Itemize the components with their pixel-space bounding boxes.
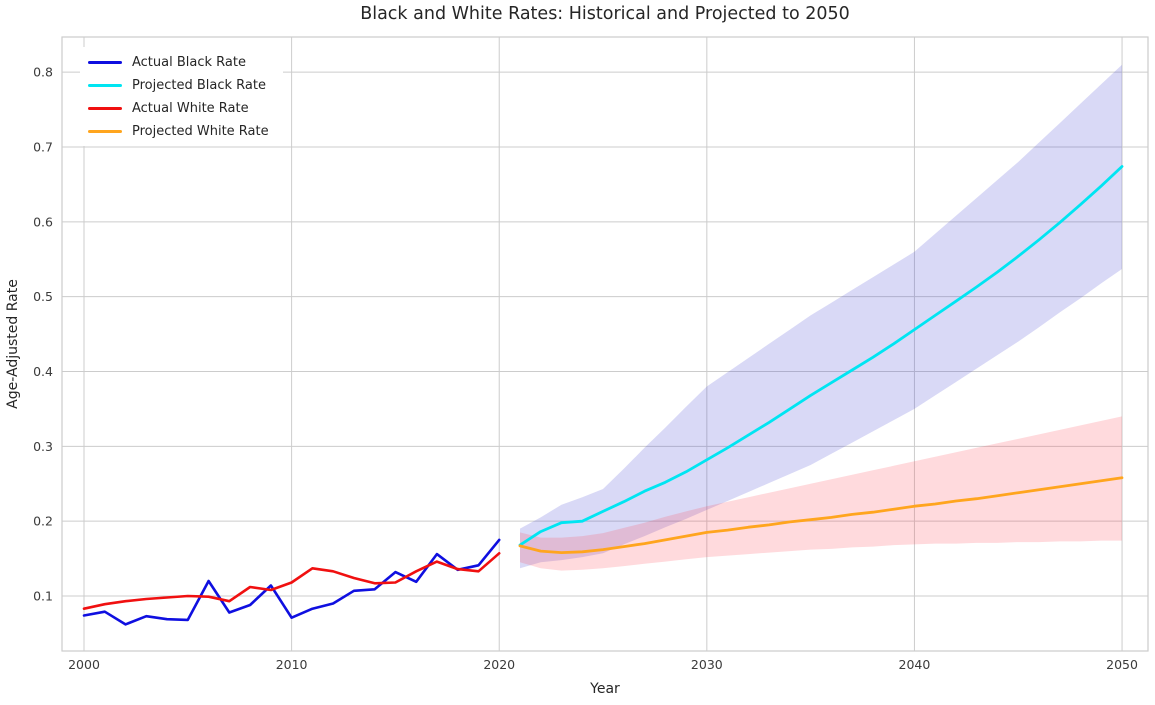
y-tick-label: 0.8 xyxy=(33,65,53,80)
legend-item-actual-white-rate: Actual White Rate xyxy=(88,100,269,116)
actual-black-rate-line xyxy=(82,538,501,626)
y-tick-label: 0.2 xyxy=(33,514,53,529)
x-tick-label: 2000 xyxy=(68,657,100,672)
y-tick-label: 0.5 xyxy=(33,289,53,304)
projected-black-rate-line xyxy=(518,165,1124,547)
y-tick-label: 0.7 xyxy=(33,140,53,155)
legend-label: Projected Black Rate xyxy=(132,77,266,93)
legend-line-swatch xyxy=(88,60,122,64)
y-tick-label: 0.1 xyxy=(33,588,53,603)
x-tick-label: 2040 xyxy=(899,657,931,672)
y-tick-label: 0.3 xyxy=(33,439,53,454)
legend-label: Actual White Rate xyxy=(132,100,249,116)
projected-black-confidence-interval-band xyxy=(520,64,1122,569)
x-tick-label: 2010 xyxy=(276,657,308,672)
actual-white-rate-line xyxy=(82,551,501,611)
legend-label: Projected White Rate xyxy=(132,123,269,139)
y-axis-label: Age-Adjusted Rate xyxy=(5,279,21,409)
x-tick-label: 2030 xyxy=(691,657,723,672)
chart-title: Black and White Rates: Historical and Pr… xyxy=(360,4,850,24)
y-tick-label: 0.4 xyxy=(33,364,53,379)
projected-white-rate-line xyxy=(518,476,1124,554)
legend-item-actual-black-rate: Actual Black Rate xyxy=(88,54,269,70)
legend-item-projected-black-rate: Projected Black Rate xyxy=(88,77,269,93)
legend-item-projected-white-rate: Projected White Rate xyxy=(88,123,269,139)
legend-line-swatch xyxy=(88,129,122,133)
plot-border xyxy=(61,36,1149,652)
legend-line-swatch xyxy=(88,106,122,110)
x-axis-label: Year xyxy=(589,681,620,697)
legend-label: Actual Black Rate xyxy=(132,54,246,70)
legend: Actual Black Rate Projected Black Rate Act… xyxy=(80,47,283,146)
x-tick-label: 2050 xyxy=(1106,657,1138,672)
y-tick-label: 0.6 xyxy=(33,214,53,229)
projected-white-confidence-interval-band xyxy=(520,416,1122,571)
x-tick-label: 2020 xyxy=(483,657,515,672)
legend-line-swatch xyxy=(88,83,122,87)
